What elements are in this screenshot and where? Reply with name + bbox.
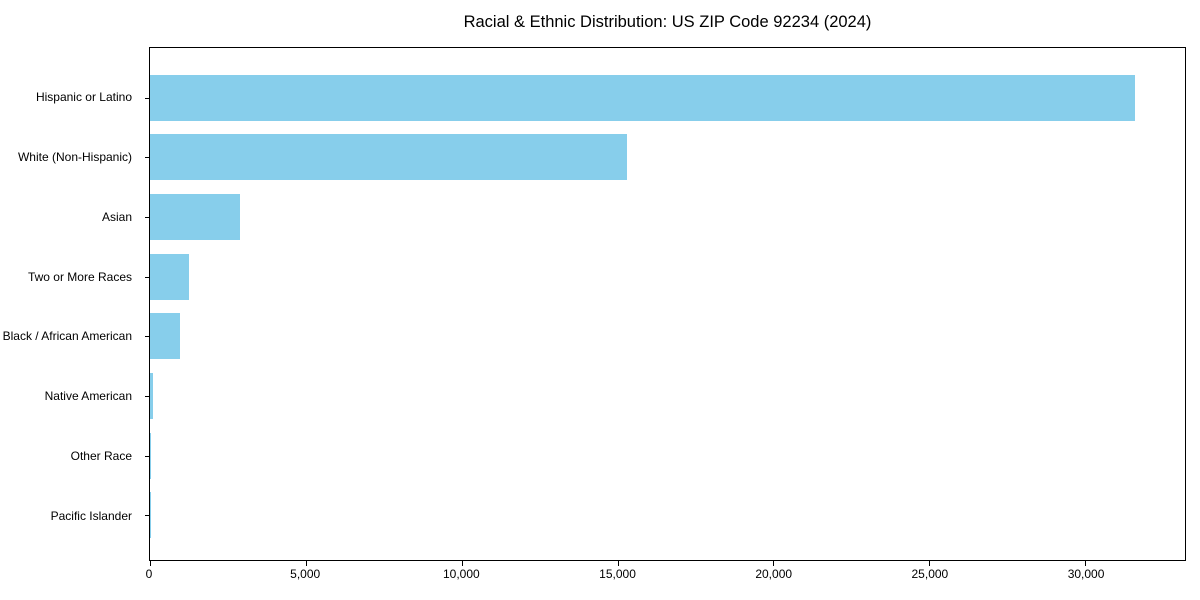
bar-hispanic-or-latino [150,74,1136,121]
y-axis-tick [145,97,150,99]
y-axis-tick [145,276,150,278]
bar-asian [150,194,241,241]
y-axis-tick [145,515,150,517]
chart-title: Racial & Ethnic Distribution: US ZIP Cod… [463,13,872,31]
x-tick-label: 15,000 [599,567,636,581]
x-axis-tick [461,561,463,566]
x-axis-tick [929,561,931,566]
x-axis-tick [150,561,151,566]
y-tick-label: Asian [101,209,132,224]
x-axis-tick [617,561,619,566]
y-tick-label: Native American [44,389,132,404]
y-axis-tick [145,395,150,397]
y-tick-label: Pacific Islander [50,508,132,523]
x-axis-tick [773,561,775,566]
bar-other-race [150,432,151,479]
y-tick-label: Two or More Races [27,269,132,284]
x-tick-label: 20,000 [755,567,793,581]
bar-white-non-hispanic [150,134,627,181]
x-tick-label: 30,000 [1067,567,1105,581]
x-tick-label: 25,000 [911,567,949,581]
y-axis-tick [145,157,150,159]
y-axis-tick [145,336,150,338]
x-axis-labels: 0 5,000 10,000 15,000 20,000 25,000 30,000 [145,567,1186,587]
y-axis-tick [145,217,150,219]
x-axis-tick [305,561,307,566]
y-tick-label: Hispanic or Latino [35,90,132,104]
bar-native-american [150,372,154,419]
y-tick-label: Black / African American [2,329,132,344]
x-tick-label: 0 [145,567,153,581]
bar-two-or-more-races [150,253,189,300]
plot-area [145,47,1186,566]
y-tick-label: Other Race [70,449,132,464]
y-tick-label: White (Non-Hispanic) [17,149,132,164]
bar-black-african-american [150,313,180,360]
y-axis-tick [145,455,150,457]
x-tick-label: 10,000 [442,567,480,581]
x-tick-label: 5,000 [290,567,321,581]
y-axis-labels: Hispanic or Latino White (Non-Hispanic) As… [0,47,141,561]
x-axis-tick [1085,561,1087,566]
